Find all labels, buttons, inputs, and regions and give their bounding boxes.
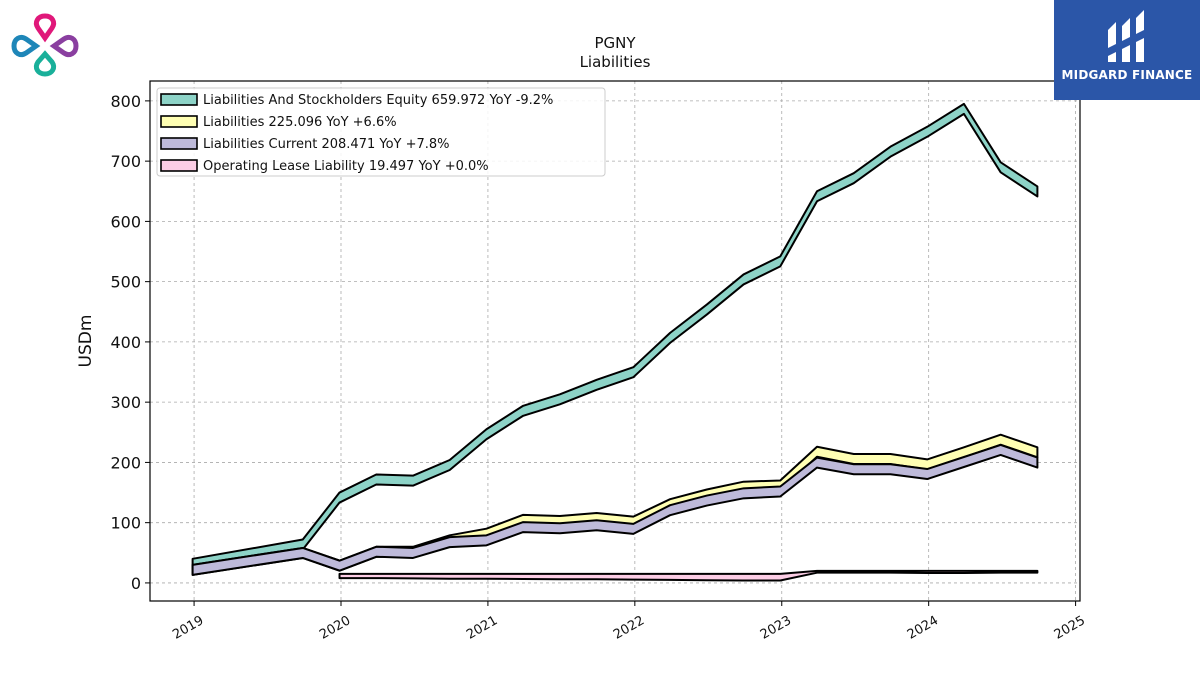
x-tick-label: 2022 [611, 613, 647, 643]
x-tick-label: 2023 [758, 613, 794, 643]
legend-label: Liabilities 225.096 YoY +6.6% [203, 115, 397, 130]
plot-frame [149, 80, 1081, 602]
x-axis: 2019 2020 2021 2022 2023 2024 2025 [170, 601, 1088, 643]
grid [150, 81, 1080, 601]
y-axis: 0 100 200 300 400 500 600 700 800 [110, 92, 150, 593]
flower-logo-icon [11, 13, 79, 77]
company-logo [10, 12, 80, 82]
y-tick-label: 500 [110, 273, 141, 292]
legend-label: Operating Lease Liability 19.497 YoY +0.… [203, 159, 489, 174]
y-tick-label: 0 [131, 574, 141, 593]
y-tick-label: 400 [110, 333, 141, 352]
x-tick-label: 2020 [317, 613, 353, 643]
legend-label: Liabilities And Stockholders Equity 659.… [203, 93, 553, 108]
y-tick-label: 800 [110, 92, 141, 111]
brand-name: MIDGARD FINANCE [1061, 68, 1193, 82]
legend-swatch [160, 115, 198, 128]
midgard-logo-icon [1108, 10, 1144, 62]
x-tick-label: 2021 [464, 613, 500, 643]
x-tick-label: 2019 [170, 613, 206, 643]
legend-box [156, 87, 606, 177]
y-tick-label: 700 [110, 152, 141, 171]
chart-title: PGNY [594, 34, 636, 52]
series-layer [191, 102, 1039, 582]
y-tick-label: 600 [110, 212, 141, 231]
series-band-0 [191, 102, 1039, 570]
legend-swatch [160, 159, 198, 172]
legend-swatch [160, 93, 198, 106]
y-axis-label: USDm [76, 315, 96, 368]
x-tick-label: 2025 [1052, 613, 1088, 643]
y-tick-label: 200 [110, 453, 141, 472]
series-band-3 [338, 569, 1039, 582]
legend: Liabilities And Stockholders Equity 659.… [156, 87, 606, 177]
x-tick-label: 2024 [905, 613, 941, 643]
legend-swatch [160, 137, 198, 150]
y-tick-label: 100 [110, 514, 141, 533]
y-tick-label: 300 [110, 393, 141, 412]
brand-badge: MIDGARD FINANCE [1054, 0, 1200, 100]
chart-subtitle: Liabilities [580, 53, 651, 71]
legend-label: Liabilities Current 208.471 YoY +7.8% [203, 137, 450, 152]
series-band-2 [191, 443, 1039, 576]
